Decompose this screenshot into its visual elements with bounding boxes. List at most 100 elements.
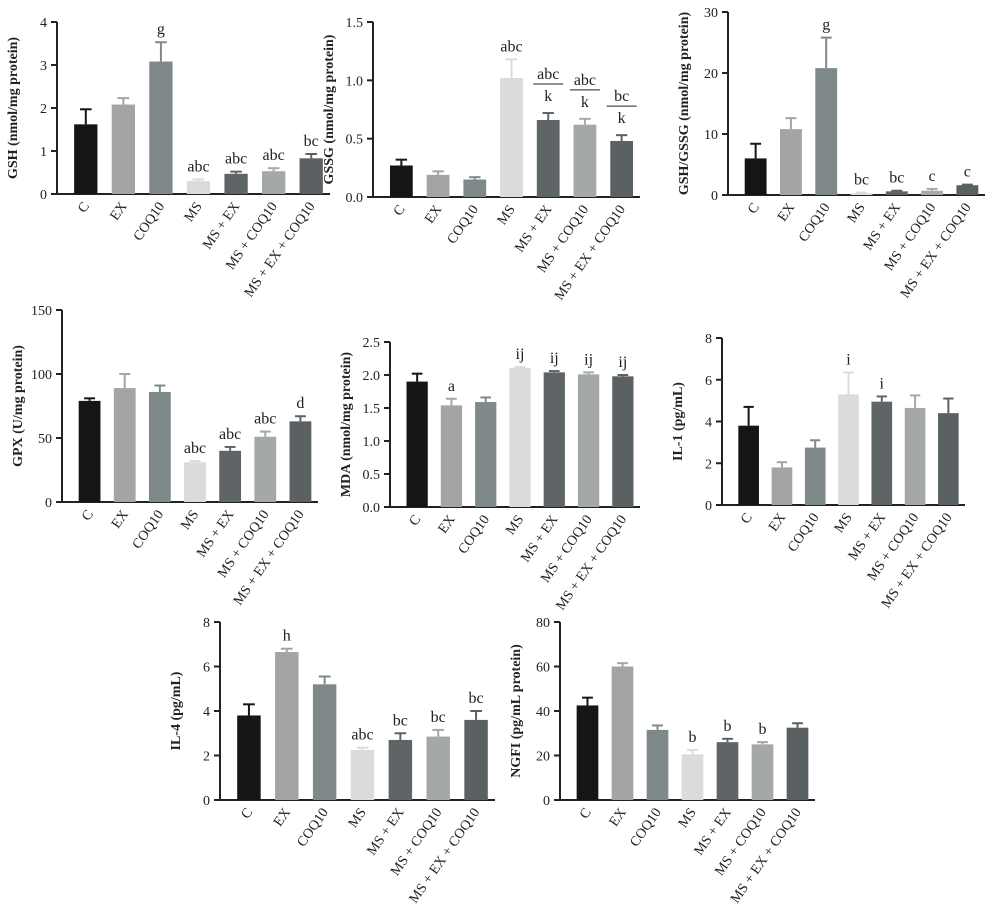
x-tick-label: EX bbox=[271, 806, 294, 830]
y-tick-label: 30 bbox=[704, 6, 718, 21]
y-tick-label: 2 bbox=[705, 457, 712, 472]
bar bbox=[536, 120, 560, 197]
x-tick-label: MS bbox=[676, 806, 700, 831]
bar bbox=[219, 450, 242, 502]
annotation: abc bbox=[263, 147, 285, 164]
annotation: abc bbox=[187, 158, 209, 175]
annotation: abc bbox=[574, 72, 596, 89]
y-axis-label: GSH (nmol/mg protein) bbox=[6, 37, 21, 179]
bar bbox=[577, 374, 600, 507]
x-tick-label: EX bbox=[775, 201, 798, 225]
y-tick-label: 4 bbox=[705, 416, 712, 431]
annotation: k bbox=[544, 88, 552, 105]
x-tick-label: COQ10 bbox=[131, 200, 168, 244]
bar bbox=[475, 402, 497, 507]
bar bbox=[299, 158, 323, 194]
x-tick-label: C bbox=[745, 201, 763, 217]
bar bbox=[576, 705, 599, 800]
y-tick-label: 1 bbox=[40, 145, 47, 160]
bar bbox=[573, 124, 597, 197]
x-tick-label: MS bbox=[832, 511, 856, 536]
x-tick-label: MS bbox=[845, 201, 869, 226]
y-tick-label: 1.0 bbox=[363, 435, 381, 450]
bar bbox=[871, 401, 893, 505]
annotation: abc bbox=[219, 426, 241, 443]
bar bbox=[289, 421, 312, 502]
x-tick-label: C bbox=[239, 806, 257, 822]
y-tick-label: 3 bbox=[40, 59, 47, 74]
bar bbox=[885, 191, 908, 195]
bar bbox=[738, 425, 759, 505]
bar bbox=[716, 742, 739, 800]
bar bbox=[681, 754, 704, 800]
annotation: b bbox=[759, 721, 767, 738]
x-tick-label: EX bbox=[607, 806, 630, 830]
bar bbox=[261, 171, 286, 194]
x-tick-label: EX bbox=[766, 511, 789, 535]
x-tick-label: COQ10 bbox=[456, 513, 493, 557]
bar bbox=[78, 400, 101, 502]
bar bbox=[850, 193, 873, 195]
y-tick-label: 40 bbox=[536, 705, 550, 720]
annotation: bc bbox=[614, 88, 629, 105]
bar bbox=[426, 736, 450, 800]
annotation: bc bbox=[889, 170, 904, 187]
annotation: ij bbox=[584, 351, 593, 368]
bar bbox=[509, 367, 531, 507]
y-tick-label: 8 bbox=[203, 616, 210, 631]
bar bbox=[612, 376, 634, 507]
bar bbox=[406, 381, 428, 507]
bar bbox=[779, 129, 802, 195]
annotation: abc bbox=[225, 151, 247, 168]
y-tick-label: 1.5 bbox=[363, 402, 381, 417]
x-tick-label: COQ10 bbox=[130, 508, 167, 552]
annotation: abc bbox=[351, 727, 373, 744]
annotation: ij bbox=[618, 354, 627, 371]
bar bbox=[440, 405, 463, 507]
y-tick-label: 0 bbox=[45, 496, 52, 511]
y-tick-label: 150 bbox=[31, 304, 52, 319]
y-tick-label: 2 bbox=[203, 750, 210, 765]
y-tick-label: 0.5 bbox=[363, 468, 381, 483]
bar bbox=[610, 141, 634, 197]
y-tick-label: 0 bbox=[543, 794, 550, 809]
annotation: h bbox=[283, 628, 291, 645]
x-tick-label: C bbox=[407, 513, 425, 529]
y-tick-label: 4 bbox=[40, 16, 47, 31]
bar bbox=[786, 727, 809, 800]
x-tick-label: COQ10 bbox=[628, 806, 665, 850]
x-tick-label: MS bbox=[346, 806, 370, 831]
bar bbox=[938, 413, 959, 505]
bar bbox=[771, 467, 793, 505]
y-tick-label: 2.5 bbox=[363, 336, 381, 351]
annotation: i bbox=[846, 351, 851, 368]
annotation: b bbox=[724, 718, 732, 735]
bar bbox=[186, 181, 211, 194]
annotation: bc bbox=[431, 709, 446, 726]
x-tick-label: C bbox=[75, 200, 93, 216]
annotation: b bbox=[689, 729, 697, 746]
x-tick-label: EX bbox=[436, 513, 459, 537]
y-tick-label: 0.5 bbox=[346, 133, 364, 148]
annotation: abc bbox=[537, 66, 559, 83]
annotation: k bbox=[618, 110, 626, 127]
y-tick-label: 20 bbox=[704, 67, 718, 82]
bar bbox=[804, 447, 826, 505]
y-axis-label: GPX (U/mg protein) bbox=[11, 345, 26, 467]
bar bbox=[815, 68, 838, 195]
annotation: i bbox=[880, 375, 885, 392]
annotation: ij bbox=[516, 346, 525, 363]
bar bbox=[426, 174, 450, 197]
annotation: bc bbox=[469, 690, 484, 707]
y-tick-label: 1.5 bbox=[346, 16, 364, 31]
annotation: c bbox=[929, 168, 936, 185]
y-tick-label: 1.0 bbox=[346, 74, 364, 89]
annotation: abc bbox=[184, 440, 206, 457]
x-tick-label: COQ10 bbox=[796, 201, 833, 245]
bar bbox=[904, 407, 926, 505]
annotation: ij bbox=[550, 350, 559, 367]
y-axis-label: IL-4 (pg/mL) bbox=[169, 671, 184, 750]
y-axis-label: GSH/GSSG (nmol/mg protein) bbox=[677, 12, 692, 196]
x-tick-label: EX bbox=[108, 200, 131, 224]
